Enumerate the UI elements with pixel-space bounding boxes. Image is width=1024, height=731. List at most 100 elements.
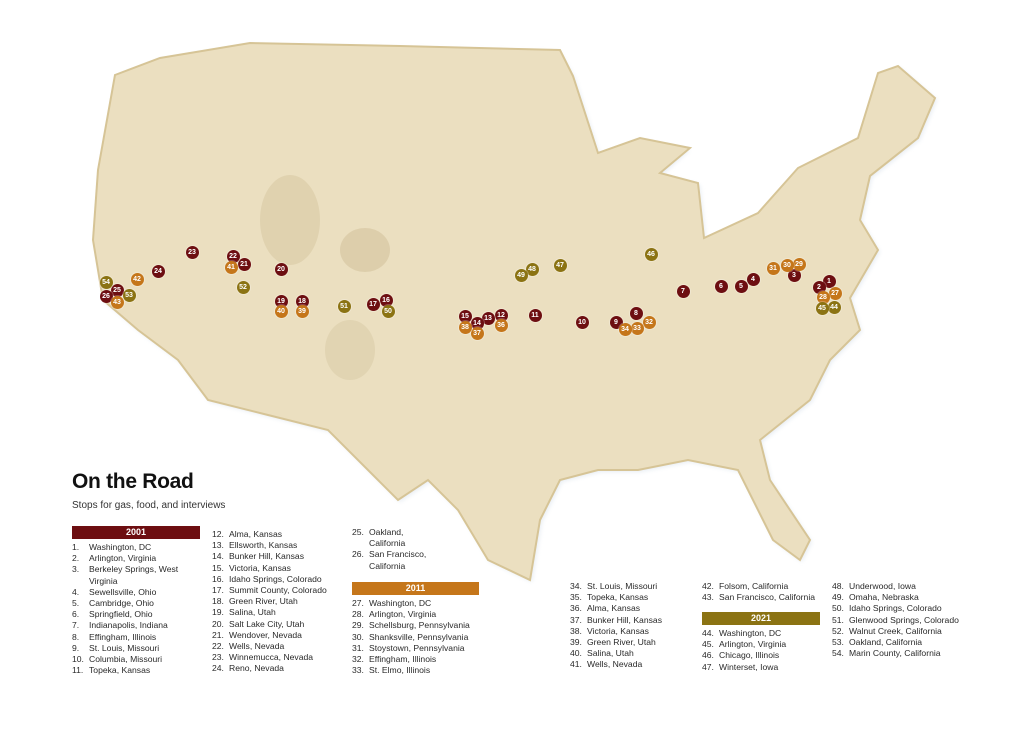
legend-column-2001: 2001 1. Washington, DC 2. Arlington, Virgini… [72, 526, 200, 676]
legend-item: 19. Salina, Utah [212, 607, 342, 618]
stop-marker-28[interactable]: 28 [816, 290, 830, 304]
legend-item-label: Topeka, Kansas [89, 665, 151, 676]
stop-marker-50[interactable]: 50 [381, 304, 395, 318]
stop-marker-13[interactable]: 13 [481, 311, 495, 325]
stop-marker-25[interactable]: 25 [110, 283, 124, 297]
stop-marker-21[interactable]: 21 [237, 257, 251, 271]
stop-marker-2[interactable]: 2 [812, 280, 826, 294]
legend-item-number: 28. [352, 609, 364, 620]
legend-item-label: Salina, Utah [229, 607, 276, 618]
legend-item-number: 25. [352, 527, 364, 537]
legend-item-label: Folsom, California [719, 581, 789, 591]
stop-marker-24[interactable]: 24 [151, 264, 165, 278]
legend-item: 14. Bunker Hill, Kansas [212, 551, 342, 562]
legend-item-number: 26. [352, 549, 364, 560]
legend-item-label: Chicago, Illinois [719, 650, 780, 661]
stop-marker-45[interactable]: 45 [815, 301, 829, 315]
stop-marker-18[interactable]: 18 [295, 294, 309, 308]
stop-marker-16[interactable]: 16 [379, 293, 393, 307]
legend-item-number: 42. [702, 581, 714, 591]
stop-marker-11[interactable]: 11 [528, 308, 542, 322]
legend-item: 35. Topeka, Kansas [570, 592, 695, 603]
legend-item-number: 10. [72, 654, 84, 665]
legend-item-number: 1. [72, 542, 80, 552]
stop-marker-54[interactable]: 54 [99, 275, 113, 289]
stop-marker-48[interactable]: 48 [525, 262, 539, 276]
legend-item-number: 18. [212, 596, 224, 607]
stop-marker-26[interactable]: 26 [99, 289, 113, 303]
stop-marker-17[interactable]: 17 [366, 297, 380, 311]
legend-item: 47. Winterset, Iowa [702, 662, 820, 673]
stop-marker-5[interactable]: 5 [734, 279, 748, 293]
stop-marker-38[interactable]: 38 [458, 320, 472, 334]
stop-marker-27[interactable]: 27 [828, 286, 842, 300]
stop-marker-43[interactable]: 43 [110, 295, 124, 309]
stop-marker-47[interactable]: 47 [553, 258, 567, 272]
legend-item: 53. Oakland, California [832, 637, 962, 648]
stop-marker-37[interactable]: 37 [470, 326, 484, 340]
stop-marker-39[interactable]: 39 [295, 304, 309, 318]
legend-item-label: Indianapolis, Indiana [89, 620, 168, 631]
legend-item-number: 14. [212, 551, 224, 562]
stop-marker-14[interactable]: 14 [470, 316, 484, 330]
legend-item: 50. Idaho Springs, Colorado [832, 603, 962, 614]
legend-item-number: 7. [72, 620, 80, 631]
legend-item: 22. Wells, Nevada [212, 641, 342, 652]
stop-marker-7[interactable]: 7 [676, 284, 690, 298]
stop-marker-8[interactable]: 8 [629, 306, 643, 320]
legend-item-number: 12. [212, 529, 224, 539]
stop-marker-49[interactable]: 49 [514, 268, 528, 282]
stop-marker-22[interactable]: 22 [226, 249, 240, 263]
stop-marker-36[interactable]: 36 [494, 318, 508, 332]
legend-item: 39. Green River, Utah [570, 637, 695, 648]
year-header-2011: 2011 [352, 582, 479, 595]
legend-item: 6. Springfield, Ohio [72, 609, 200, 620]
stop-marker-32[interactable]: 32 [642, 315, 656, 329]
legend-item-number: 29. [352, 620, 364, 631]
stop-marker-29[interactable]: 29 [792, 257, 806, 271]
legend-item-label: Columbia, Missouri [89, 654, 163, 665]
stop-marker-51[interactable]: 51 [337, 299, 351, 313]
stop-marker-4[interactable]: 4 [746, 272, 760, 286]
legend-item: 16. Idaho Springs, Colorado [212, 574, 342, 585]
stop-marker-12[interactable]: 12 [494, 308, 508, 322]
legend-item: 51. Glenwood Springs, Colorado [832, 615, 962, 626]
stop-marker-15[interactable]: 15 [458, 309, 472, 323]
legend-item-label: Alma, Kansas [229, 529, 283, 539]
stop-marker-44[interactable]: 44 [827, 300, 841, 314]
stop-marker-23[interactable]: 23 [185, 245, 199, 259]
legend-item: 30. Shanksville, Pennsylvania [352, 632, 479, 643]
legend-item-label: San Francisco, California [719, 592, 816, 603]
stop-marker-46[interactable]: 46 [644, 247, 658, 261]
legend-item-label: Idaho Springs, Colorado [229, 573, 322, 584]
stop-marker-30[interactable]: 30 [780, 258, 794, 272]
stop-marker-10[interactable]: 10 [575, 315, 589, 329]
stop-marker-41[interactable]: 41 [224, 260, 238, 274]
legend-item-label: Shanksville, Pennsylvania [369, 631, 469, 642]
legend-item-number: 11. [72, 665, 84, 676]
legend-item: 29. Schellsburg, Pennsylvania [352, 620, 479, 631]
stop-marker-40[interactable]: 40 [274, 304, 288, 318]
stop-marker-34[interactable]: 34 [618, 322, 632, 336]
legend-item: 33. St. Elmo, Illinois [352, 665, 479, 676]
stop-marker-6[interactable]: 6 [714, 279, 728, 293]
legend-item-number: 13. [212, 540, 224, 551]
legend-item: 5. Cambridge, Ohio [72, 598, 200, 609]
legend-item-number: 2. [72, 553, 80, 564]
legend-item: 41. Wells, Nevada [570, 659, 695, 670]
stop-marker-53[interactable]: 53 [122, 288, 136, 302]
terrain-shading [260, 175, 320, 265]
stop-marker-20[interactable]: 20 [274, 262, 288, 276]
stop-marker-52[interactable]: 52 [236, 280, 250, 294]
stop-marker-31[interactable]: 31 [766, 261, 780, 275]
stop-marker-19[interactable]: 19 [274, 294, 288, 308]
stop-marker-42[interactable]: 42 [130, 272, 144, 286]
stop-marker-33[interactable]: 33 [630, 321, 644, 335]
stop-marker-1[interactable]: 1 [822, 274, 836, 288]
legend-item-label: Berkeley Springs, West Virginia [89, 564, 179, 586]
legend-item: 25. Oakland, California [352, 527, 434, 549]
legend-item-label: Washington, DC [369, 598, 432, 608]
stop-marker-3[interactable]: 3 [787, 268, 801, 282]
legend-item-number: 39. [570, 637, 582, 648]
